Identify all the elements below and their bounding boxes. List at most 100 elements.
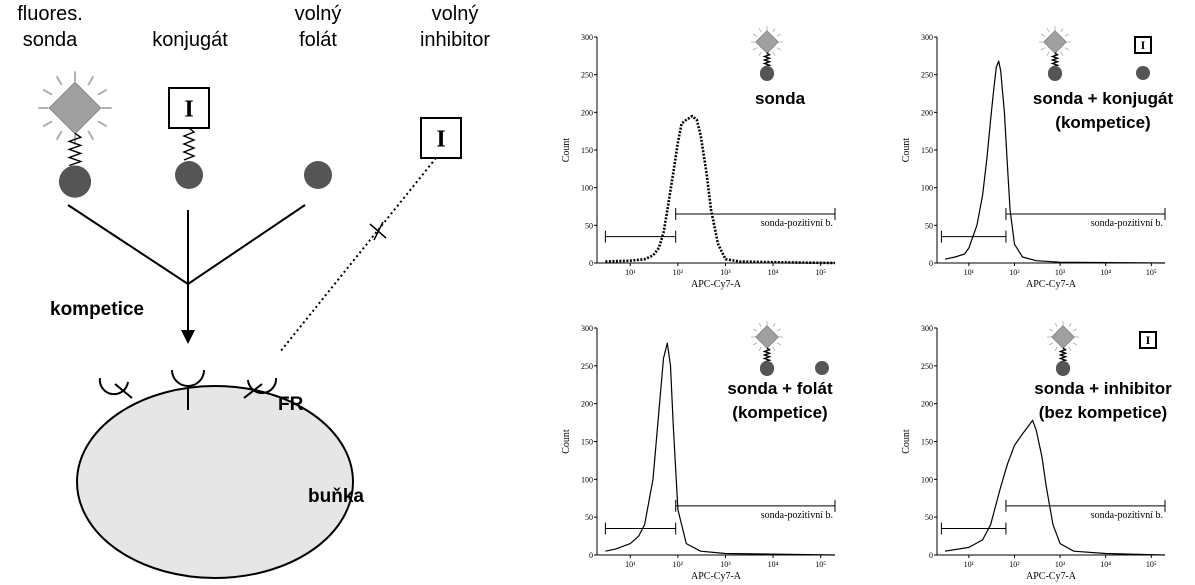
folate-circle [304, 161, 332, 189]
competition-lines [67, 204, 306, 330]
ray [758, 322, 762, 328]
y-tick-label: 0 [589, 551, 593, 560]
ray [1048, 342, 1054, 346]
ray [55, 75, 63, 86]
ray [758, 346, 762, 352]
y-tick-label: 200 [581, 108, 593, 117]
folate-circle [760, 66, 774, 80]
y-tick-label: 100 [581, 475, 593, 484]
condition-label: (kompetice) [732, 403, 827, 422]
competition-label: kompetice [50, 299, 144, 320]
condition-label: sonda + folát [727, 379, 833, 398]
ray [776, 342, 782, 346]
y-tick-label: 50 [585, 221, 593, 230]
y-axis-label: Count [561, 138, 572, 163]
y-tick-label: 300 [921, 324, 933, 333]
ray [1072, 328, 1078, 332]
ray [1068, 322, 1072, 328]
y-tick-label: 0 [929, 551, 933, 560]
conjugate-icon [182, 127, 196, 161]
x-tick-label: 10² [1009, 268, 1020, 277]
ray [1040, 33, 1046, 37]
folate-circle [1056, 361, 1070, 375]
linker [182, 127, 196, 161]
ray [758, 27, 762, 33]
x-tick-label: 10⁵ [815, 560, 826, 569]
y-tick-label: 50 [585, 513, 593, 522]
linker [762, 52, 772, 68]
ray [1064, 33, 1070, 37]
inhibitor-symbol: I [184, 96, 193, 122]
ray [87, 75, 95, 86]
folate-circle [1048, 66, 1062, 80]
probe-label: sonda [23, 29, 78, 51]
x-axis-label: APC-Cy7-A [1026, 571, 1077, 582]
gate [1005, 208, 1166, 221]
x-tick-label: 10³ [720, 560, 731, 569]
ray [42, 120, 53, 128]
folate-circle [815, 361, 829, 375]
x-tick-label: 10⁴ [768, 560, 779, 569]
x-tick-label: 10³ [1055, 560, 1066, 569]
x-tick-label: 10¹ [964, 560, 975, 569]
x-tick-label: 10³ [1055, 268, 1066, 277]
ray [1046, 27, 1050, 33]
y-tick-label: 0 [929, 259, 933, 268]
gate-label: sonda-pozitivní b. [1091, 218, 1163, 229]
ray [1054, 322, 1058, 328]
inhibitor-symbol: I [1141, 38, 1146, 52]
probe-diamond [48, 81, 102, 135]
x-tick-label: 10⁴ [1100, 268, 1111, 277]
ray [752, 328, 758, 332]
gate [604, 522, 677, 535]
gate [940, 230, 1007, 243]
ray [1040, 47, 1046, 51]
x-tick-label: 10² [673, 268, 684, 277]
y-axis-label: Count [561, 429, 572, 454]
ray [772, 322, 776, 328]
blocked-path [279, 157, 437, 353]
x-tick-label: 10⁵ [1146, 560, 1157, 569]
cell-label: buňka [308, 486, 364, 507]
probe-label: fluores. [17, 3, 83, 25]
y-tick-label: 300 [581, 33, 593, 42]
y-tick-label: 300 [581, 324, 593, 333]
x-tick-label: 10¹ [625, 268, 636, 277]
y-tick-label: 150 [581, 438, 593, 447]
ray [1060, 27, 1064, 33]
x-tick-label: 10¹ [964, 268, 975, 277]
gate-label: sonda-pozitivní b. [761, 510, 833, 521]
inhibitor-box [168, 87, 210, 129]
ray [776, 328, 782, 332]
gate [940, 522, 1007, 535]
y-tick-label: 150 [921, 146, 933, 155]
ray [1048, 328, 1054, 332]
ray [1064, 47, 1070, 51]
probe-diamond [755, 325, 779, 349]
y-tick-label: 50 [925, 221, 933, 230]
ray [97, 120, 108, 128]
ray [752, 47, 758, 51]
gate [604, 230, 677, 243]
receptor-label: FR [278, 394, 304, 415]
y-tick-label: 100 [581, 184, 593, 193]
y-tick-label: 100 [921, 184, 933, 193]
inhibitor-box [420, 117, 462, 159]
y-tick-label: 250 [581, 71, 593, 80]
diagram: fluores. sonda konjugát volný folát voln… [17, 3, 490, 579]
ray [42, 88, 53, 96]
receptors [98, 369, 278, 410]
x-tick-label: 10⁴ [768, 268, 779, 277]
x-tick-label: 10⁴ [1100, 560, 1111, 569]
y-tick-label: 50 [925, 513, 933, 522]
ray [97, 88, 108, 96]
x-axis-label: APC-Cy7-A [1026, 279, 1077, 290]
folate-circle [58, 165, 92, 198]
gate [675, 499, 836, 512]
gate-label: sonda-pozitivní b. [1091, 510, 1163, 521]
arrowhead [181, 330, 195, 344]
ray [772, 346, 776, 352]
ray [1072, 342, 1078, 346]
ray [752, 342, 758, 346]
x-tick-label: 10² [1009, 560, 1020, 569]
